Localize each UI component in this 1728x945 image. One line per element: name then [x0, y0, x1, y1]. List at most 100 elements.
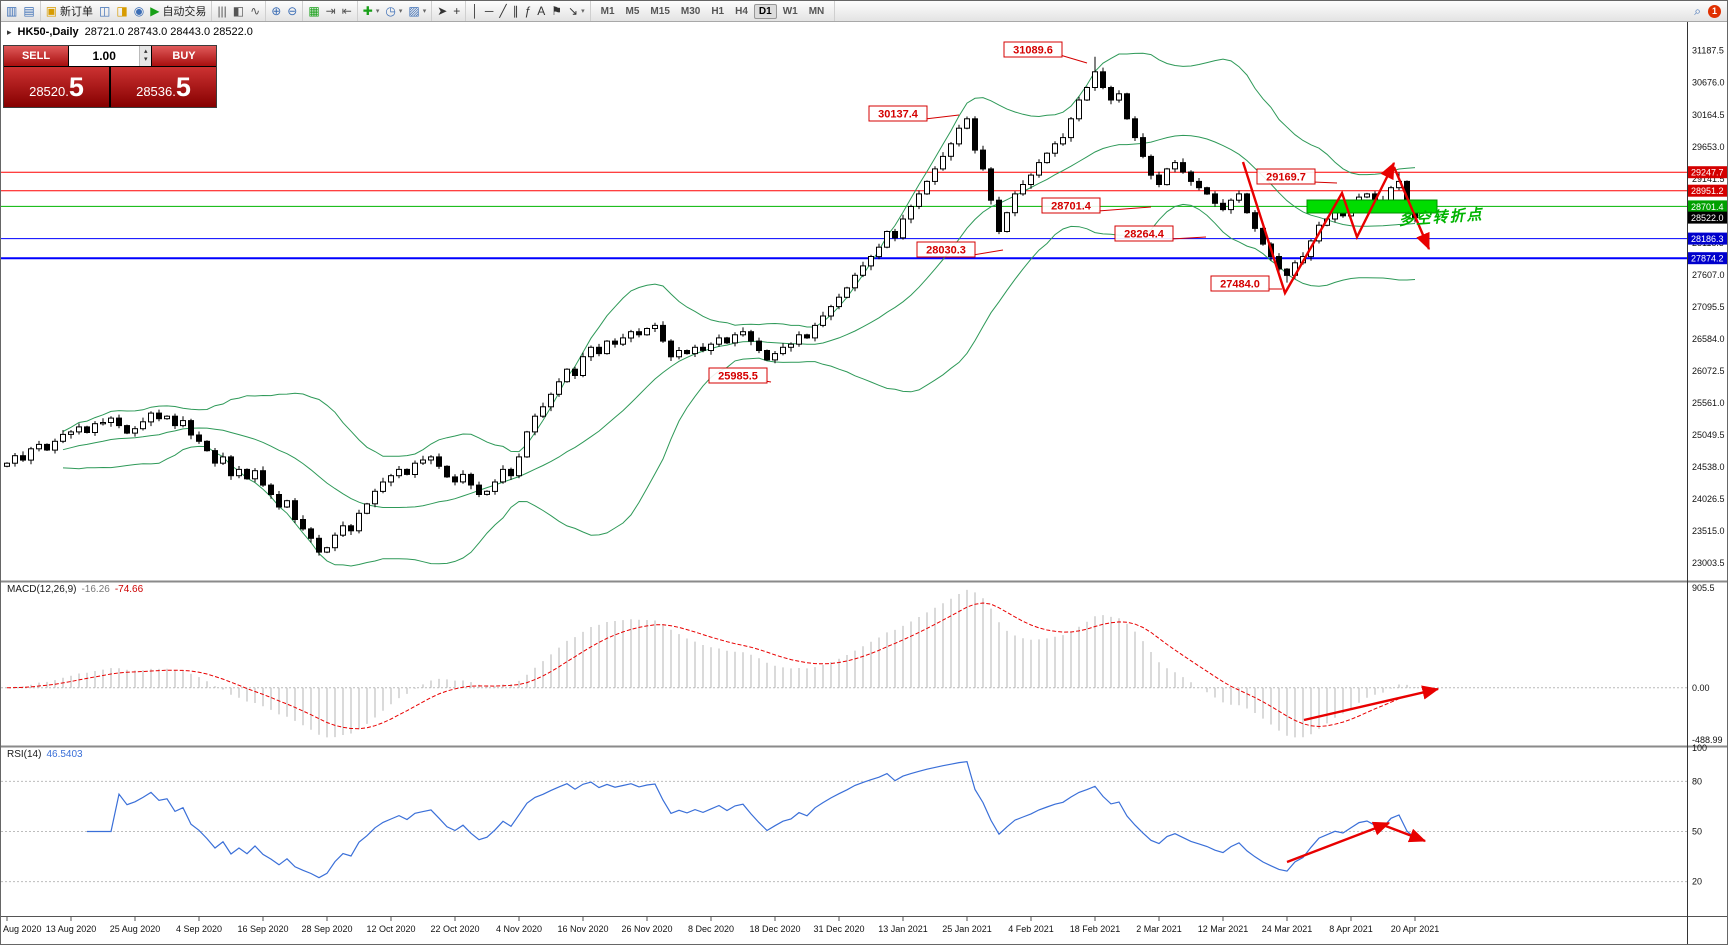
timeframe-h4-button[interactable]: H4 [735, 5, 748, 17]
candle [1052, 143, 1058, 154]
candle [1004, 212, 1010, 232]
text-button[interactable]: A [537, 5, 545, 17]
candle [404, 468, 410, 475]
tick-chart-button[interactable]: ▤ [23, 5, 34, 17]
candle [732, 334, 738, 344]
label-button[interactable]: ⚑ [551, 5, 562, 17]
tile-windows-button[interactable]: ▦ [308, 5, 319, 17]
one-click-trading-panel: SELL ▴ ▾ BUY 28520.5 28536.5 [3, 45, 217, 108]
svg-text:25049.5: 25049.5 [1692, 430, 1725, 440]
macd-signal-value: -74.66 [114, 584, 144, 595]
timeframe-m1-button[interactable]: M1 [600, 5, 615, 17]
indicators-button[interactable]: ✚ ▾ [363, 5, 380, 17]
market-watch-icon: ◫ [99, 4, 111, 18]
templates-button[interactable]: ▨ ▾ [408, 5, 426, 17]
candle [900, 218, 906, 239]
autotrading-button[interactable]: ▶ 自动交易 [150, 3, 206, 19]
market-watch-button[interactable]: ◫ [99, 5, 110, 17]
lot-decrease-button[interactable]: ▾ [143, 56, 148, 63]
navigator-icon: ◉ [133, 4, 145, 18]
new-order-button[interactable]: ▣ 新订单 [46, 3, 93, 19]
crosshair-button[interactable]: + [453, 5, 460, 17]
horizontal-line-button[interactable]: ─ [485, 5, 494, 17]
navigator-button[interactable]: ◉ [134, 5, 144, 17]
timeframe-h1-button[interactable]: H1 [711, 5, 725, 17]
candle [1068, 118, 1074, 139]
candle [468, 473, 474, 486]
candle [1156, 174, 1162, 186]
collapse-arrow-icon[interactable]: ▸ [7, 26, 12, 37]
zoom-in-icon: ⊕ [271, 4, 282, 18]
buy-price-display[interactable]: 28536. 5 [111, 67, 216, 107]
chart-window-button[interactable]: ▥ [6, 5, 17, 17]
fibonacci-button[interactable]: ƒ [525, 5, 532, 17]
channel-button[interactable]: ∥ [513, 5, 519, 17]
axis-price-label [1688, 211, 1727, 224]
candle [420, 459, 426, 464]
candle [268, 484, 274, 496]
tile-windows-icon: ▦ [308, 4, 320, 18]
periods-button[interactable]: ◷ ▾ [385, 5, 402, 17]
svg-text:50: 50 [1692, 827, 1702, 837]
zoom-out-button[interactable]: ⊖ [287, 5, 297, 17]
candle [1164, 168, 1170, 186]
periods-icon: ◷ [385, 4, 396, 18]
trendline-button[interactable]: ╱ [499, 5, 506, 17]
candle [300, 519, 306, 530]
candle [1172, 162, 1178, 170]
sell-price-small: 28520. [29, 84, 69, 99]
timeframe-m15-button[interactable]: M15 [650, 5, 670, 17]
timeframe-m5-button[interactable]: M5 [625, 5, 640, 17]
sell-button[interactable]: SELL [4, 46, 68, 66]
caret-down-icon[interactable]: ▾ [422, 8, 427, 15]
cursor-button[interactable]: ➤ [437, 5, 447, 17]
zoom-in-button[interactable]: ⊕ [271, 5, 281, 17]
price-callout [1210, 275, 1270, 292]
buy-button[interactable]: BUY [152, 46, 216, 66]
line-chart-type-icon: ∿ [250, 4, 261, 18]
shapes-button[interactable]: ↘ ▾ [568, 5, 585, 17]
caret-down-icon[interactable]: ▾ [375, 8, 380, 15]
zoom-out-icon: ⊖ [287, 4, 298, 18]
candle [1196, 180, 1202, 189]
chart-shift-button[interactable]: ⇤ [342, 5, 352, 17]
svg-text:80: 80 [1692, 776, 1702, 786]
candle [980, 149, 986, 170]
sell-price-display[interactable]: 28520. 5 [4, 67, 109, 107]
caret-down-icon[interactable]: ▾ [581, 8, 585, 15]
candle [1332, 212, 1338, 220]
ohlc-values: 28721.0 28743.0 28443.0 28522.0 [84, 26, 253, 38]
candle [1260, 227, 1266, 245]
timeframe-mn-button[interactable]: MN [808, 5, 825, 17]
caret-down-icon[interactable]: ▾ [398, 8, 403, 15]
trend-arrow [1241, 161, 1396, 296]
candle [348, 525, 354, 532]
line-chart-type-button[interactable]: ∿ [250, 5, 260, 17]
lot-increase-button[interactable]: ▴ [143, 48, 148, 56]
candle [692, 346, 698, 355]
macd-title: MACD(12,26,9) [7, 584, 77, 595]
candle [52, 440, 58, 451]
candlestick-type-button[interactable]: ◧ [233, 5, 244, 17]
svg-text:28264.4: 28264.4 [1124, 229, 1165, 241]
candle [972, 118, 978, 151]
candle [604, 340, 610, 355]
svg-text:30676.0: 30676.0 [1692, 78, 1725, 88]
rsi-panel[interactable] [1, 761, 1687, 883]
candle [188, 420, 194, 436]
search-icon[interactable]: ⌕ [1694, 4, 1701, 18]
data-window-button[interactable]: ◨ [116, 5, 127, 17]
timeframe-d1-button[interactable]: D1 [753, 3, 777, 19]
timeframe-w1-button[interactable]: W1 [782, 5, 798, 17]
timeframe-m30-button[interactable]: M30 [680, 5, 701, 17]
vertical-line-button[interactable]: │ [471, 5, 479, 17]
axis-price-label [1688, 166, 1727, 179]
lot-size-input[interactable] [69, 46, 140, 66]
candle [484, 490, 490, 495]
candle [236, 468, 242, 477]
auto-scroll-button[interactable]: ⇥ [326, 5, 336, 17]
candle [292, 500, 298, 521]
bar-chart-type-button[interactable]: ||| [217, 5, 226, 17]
notification-badge[interactable]: 1 [1708, 4, 1721, 18]
